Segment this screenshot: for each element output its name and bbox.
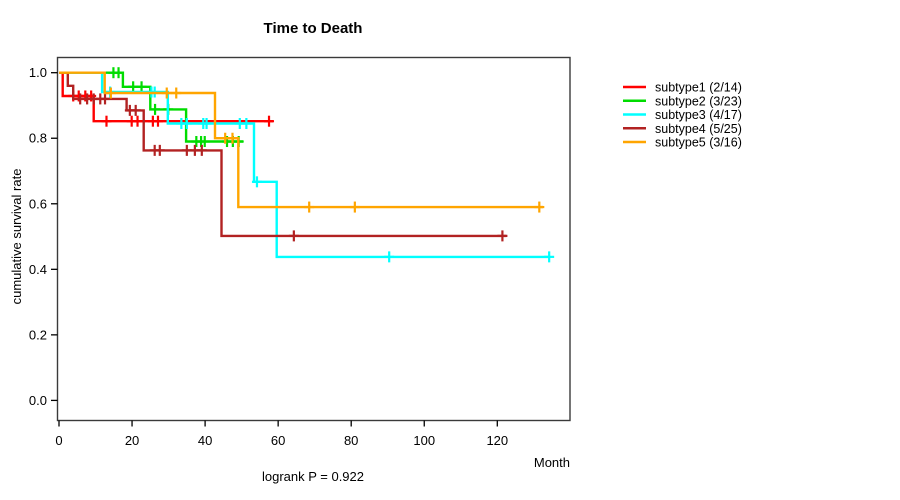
- legend-label-subtype4: subtype4 (5/25): [655, 122, 742, 136]
- x-tick-label-80: 80: [344, 433, 358, 448]
- logrank-p-annotation: logrank P = 0.922: [262, 469, 364, 484]
- x-tick-label-100: 100: [413, 433, 435, 448]
- x-axis-label: Month: [534, 455, 570, 470]
- survival-curve-subtype3: [59, 71, 551, 259]
- x-tick-label-20: 20: [125, 433, 139, 448]
- y-tick-label-0.4: 0.4: [29, 262, 47, 277]
- legend-label-subtype1: subtype1 (2/14): [655, 81, 742, 95]
- legend-item-subtype3: subtype3 (4/17): [623, 108, 742, 122]
- plot-border-box: [56, 56, 571, 422]
- survival-curve-subtype4: [59, 71, 507, 238]
- legend-group: subtype1 (2/14)subtype2 (3/23)subtype3 (…: [623, 81, 742, 150]
- x-tick-label-0: 0: [55, 433, 62, 448]
- censor-marks-subtype5: [105, 87, 545, 213]
- plot-title: Time to Death: [264, 20, 363, 37]
- y-tick-label-0.8: 0.8: [29, 131, 47, 146]
- x-tick-label-40: 40: [198, 433, 212, 448]
- legend-label-subtype3: subtype3 (4/17): [655, 108, 742, 122]
- legend-label-subtype2: subtype2 (3/23): [655, 94, 742, 108]
- survival-curve-subtype2: [59, 71, 244, 143]
- legend-item-subtype2: subtype2 (3/23): [623, 94, 742, 108]
- x-tick-label-60: 60: [271, 433, 285, 448]
- legend-label-subtype5: subtype5 (3/16): [655, 136, 742, 150]
- legend-item-subtype5: subtype5 (3/16): [623, 136, 742, 150]
- censor-marks-subtype3: [105, 86, 555, 263]
- axes-group: 0 20 40 60 80 100 120 0.0 0.2 0.4 0.6 0.8 1.0: [29, 65, 508, 448]
- legend-item-subtype1: subtype1 (2/14): [623, 81, 742, 95]
- legend-item-subtype4: subtype4 (5/25): [623, 122, 742, 136]
- y-axis-label: cumulative survival rate: [9, 169, 24, 305]
- y-tick-label-0.6: 0.6: [29, 196, 47, 211]
- y-tick-label-1.0: 1.0: [29, 65, 47, 80]
- x-tick-label-120: 120: [486, 433, 508, 448]
- censor-marks-subtype4: [75, 93, 508, 242]
- censor-marks-subtype2: [108, 67, 244, 148]
- survival-curves-group: [59, 67, 555, 263]
- survival-curve-subtype5: [59, 71, 543, 209]
- y-tick-label-0.2: 0.2: [29, 327, 47, 342]
- y-tick-label-0.0: 0.0: [29, 393, 47, 408]
